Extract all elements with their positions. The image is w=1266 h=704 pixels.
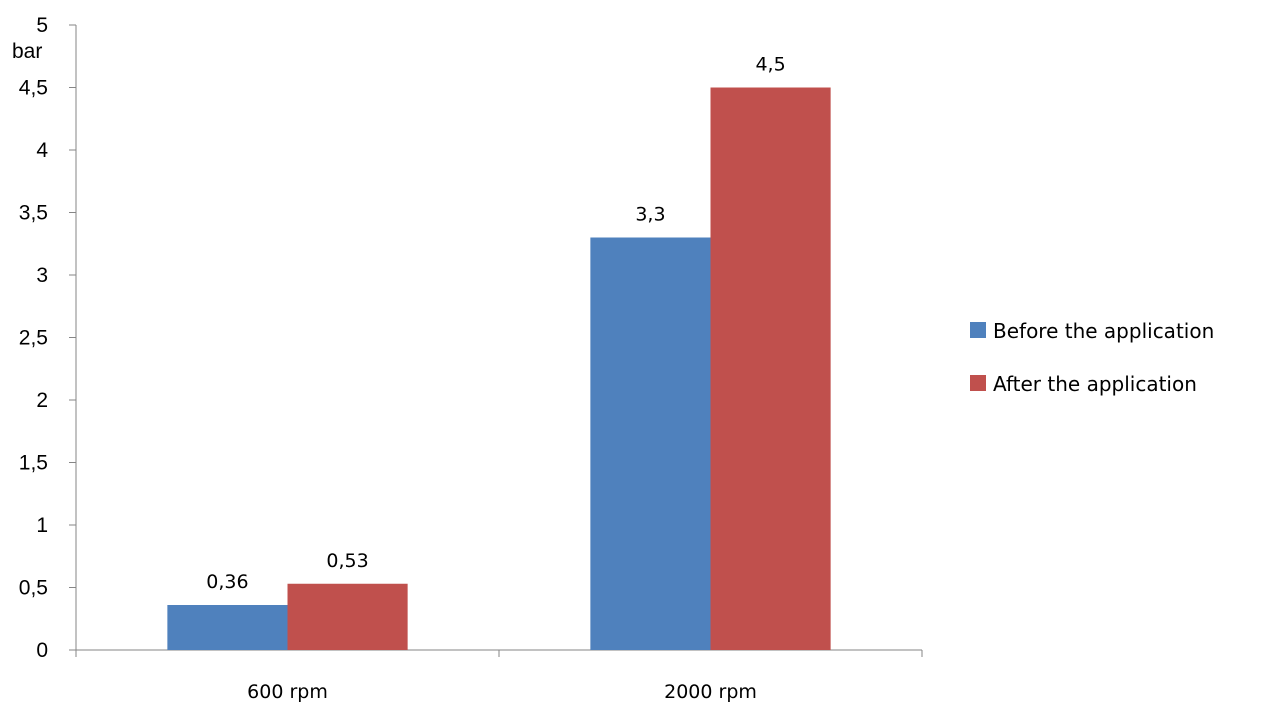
y-tick-label: 1 [36, 514, 48, 537]
data-label: 3,3 [635, 204, 665, 226]
legend-swatch [970, 375, 986, 391]
legend-label: Before the application [993, 319, 1214, 343]
y-axis-unit-label: bar [12, 40, 42, 63]
data-label: 4,5 [755, 54, 785, 76]
bar-before-0 [167, 605, 288, 650]
bar-after-1 [710, 87, 831, 650]
y-tick-label: 5 [36, 14, 48, 37]
y-tick-label: 1,5 [19, 452, 48, 475]
data-label: 0,36 [206, 571, 248, 593]
x-category-label: 2000 rpm [664, 681, 757, 703]
bar-before-1 [590, 237, 711, 650]
legend-swatch [970, 322, 986, 338]
y-axis: 0 0,5 1 1,5 2 2,5 3 3,5 4 4,5 5 [19, 14, 77, 662]
bars [167, 87, 831, 650]
y-tick-label: 3 [36, 264, 48, 287]
y-tick-label: 3,5 [19, 202, 48, 225]
y-tick-label: 0 [36, 639, 48, 662]
y-tick-label: 0,5 [19, 577, 48, 600]
legend: Before the application After the applicat… [970, 319, 1214, 396]
y-tick-label: 2 [36, 389, 48, 412]
y-tick-label: 2,5 [19, 327, 48, 350]
bar-after-0 [287, 583, 408, 650]
y-tick-label: 4,5 [19, 77, 48, 100]
y-tick-label: 4 [36, 139, 48, 162]
data-label: 0,53 [326, 550, 368, 572]
legend-label: After the application [993, 372, 1197, 396]
x-category-label: 600 rpm [247, 681, 328, 703]
data-labels: 0,36 0,53 3,3 4,5 [206, 54, 785, 594]
x-axis: 600 rpm 2000 rpm [75, 649, 923, 703]
